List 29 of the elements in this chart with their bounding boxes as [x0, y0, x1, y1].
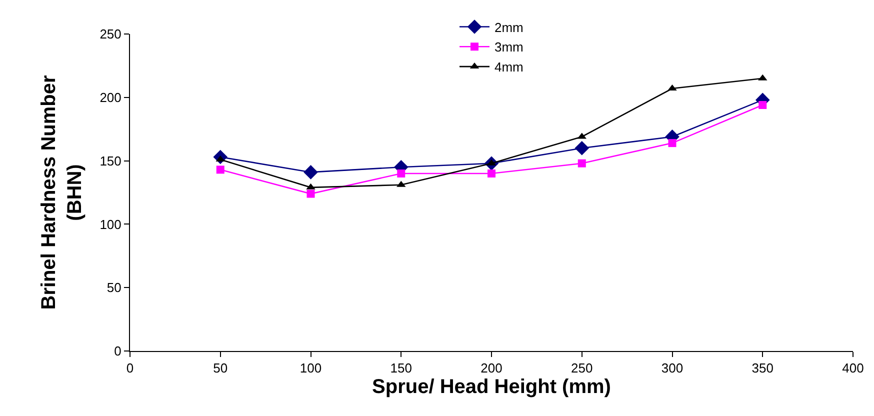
y-tick-label: 50 [106, 280, 122, 296]
x-tick-label: 250 [571, 360, 593, 376]
x-tick-label: 0 [126, 360, 134, 376]
y-tick-label: 0 [114, 344, 122, 359]
point [304, 165, 318, 180]
x-tick-label: 200 [480, 360, 502, 376]
point [488, 169, 496, 178]
x-tick-label: 150 [390, 360, 412, 376]
x-tick-label: 400 [842, 360, 864, 376]
x-tick-label: 100 [300, 360, 322, 376]
y-tick-label: 200 [100, 90, 122, 105]
y-tick-label: 100 [100, 216, 122, 232]
point [397, 169, 406, 178]
legend-label: 3mm [494, 40, 524, 55]
x-tick-label: 50 [213, 360, 228, 376]
y-tick-label: 150 [100, 153, 122, 168]
y-tick-label: 250 [100, 26, 122, 42]
point [574, 140, 590, 156]
x-tick-label: 350 [752, 360, 774, 376]
legend-label: 4mm [494, 60, 524, 75]
point [306, 190, 315, 198]
point [578, 159, 586, 168]
legend-label: 2mm [494, 20, 524, 35]
point [668, 139, 676, 148]
point [216, 166, 224, 174]
x-axis-title: Sprue/ Head Height (mm) [372, 376, 611, 398]
x-tick-label: 300 [661, 360, 684, 376]
y-axis-title: Brinel Hardness Number (BHN) [38, 75, 86, 310]
point [758, 101, 767, 110]
